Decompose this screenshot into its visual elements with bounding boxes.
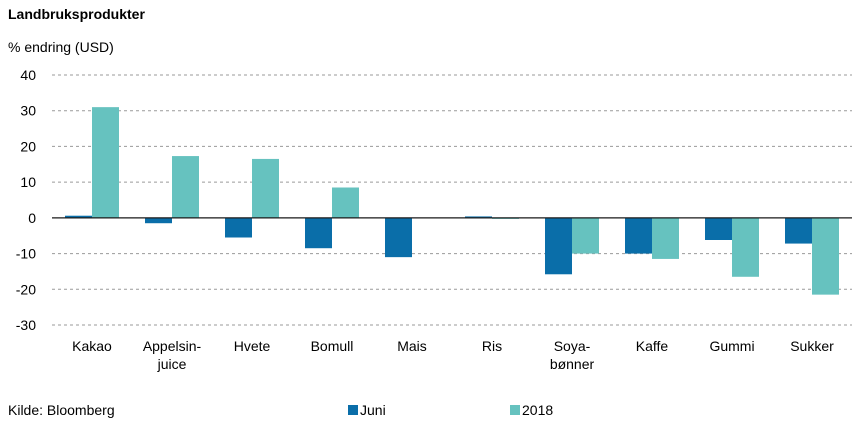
- y-tick-label: 20: [20, 138, 36, 154]
- category-label: Appelsin-: [143, 338, 202, 354]
- y-tick-label: -20: [16, 281, 36, 297]
- bar-juni-1: [145, 217, 172, 224]
- y-tick-label: 10: [20, 174, 36, 190]
- bar-juni-9: [785, 217, 812, 244]
- y-tick-label: 40: [20, 67, 36, 83]
- y-axis-label: % endring (USD): [8, 39, 114, 55]
- legend-swatch: [348, 405, 358, 415]
- bar-2018-9: [812, 217, 839, 295]
- category-label: juice: [157, 356, 187, 372]
- y-tick-label: 0: [28, 210, 36, 226]
- bar-2018-2: [252, 158, 279, 218]
- source-note: Kilde: Bloomberg: [8, 402, 115, 418]
- category-label: Ris: [482, 338, 502, 354]
- y-tick-label: -30: [16, 317, 36, 333]
- bar-juni-0: [65, 215, 92, 218]
- legend-item-2018: 2018: [510, 402, 553, 418]
- bar-juni-7: [625, 217, 652, 254]
- category-label: Mais: [397, 338, 427, 354]
- legend-label: 2018: [522, 402, 553, 418]
- category-label: Kaffe: [636, 338, 669, 354]
- category-label: Bomull: [311, 338, 354, 354]
- bar-2018-6: [572, 217, 599, 254]
- bar-juni-4: [385, 217, 412, 258]
- bar-2018-8: [732, 217, 759, 277]
- bar-2018-3: [332, 187, 359, 218]
- bar-juni-3: [305, 217, 332, 249]
- bar-juni-2: [225, 217, 252, 238]
- chart-title: Landbruksprodukter: [8, 6, 145, 22]
- legend: Juni 2018: [348, 402, 553, 418]
- legend-swatch: [510, 405, 520, 415]
- category-label: Hvete: [234, 338, 271, 354]
- bar-juni-8: [705, 217, 732, 240]
- category-label: Kakao: [72, 338, 112, 354]
- y-tick-label: -10: [16, 246, 36, 262]
- bar-2018-7: [652, 217, 679, 259]
- bar-2018-1: [172, 156, 199, 218]
- bar-juni-5: [465, 216, 492, 218]
- bar-2018-0: [92, 107, 119, 218]
- category-label: bønner: [550, 356, 595, 372]
- bar-juni-6: [545, 217, 572, 275]
- bars: [65, 107, 839, 295]
- y-axis-ticks: 40 30 20 10 0 -10 -20 -30: [16, 67, 36, 333]
- category-label: Sukker: [790, 338, 834, 354]
- legend-label: Juni: [360, 402, 386, 418]
- legend-item-juni: Juni: [348, 402, 386, 418]
- category-label: Gummi: [709, 338, 754, 354]
- y-tick-label: 30: [20, 103, 36, 119]
- category-label: Soya-: [554, 338, 591, 354]
- x-axis-categories: Kakao Appelsin-juice Hvete Bomull Mais Ris Soy…: [72, 338, 834, 372]
